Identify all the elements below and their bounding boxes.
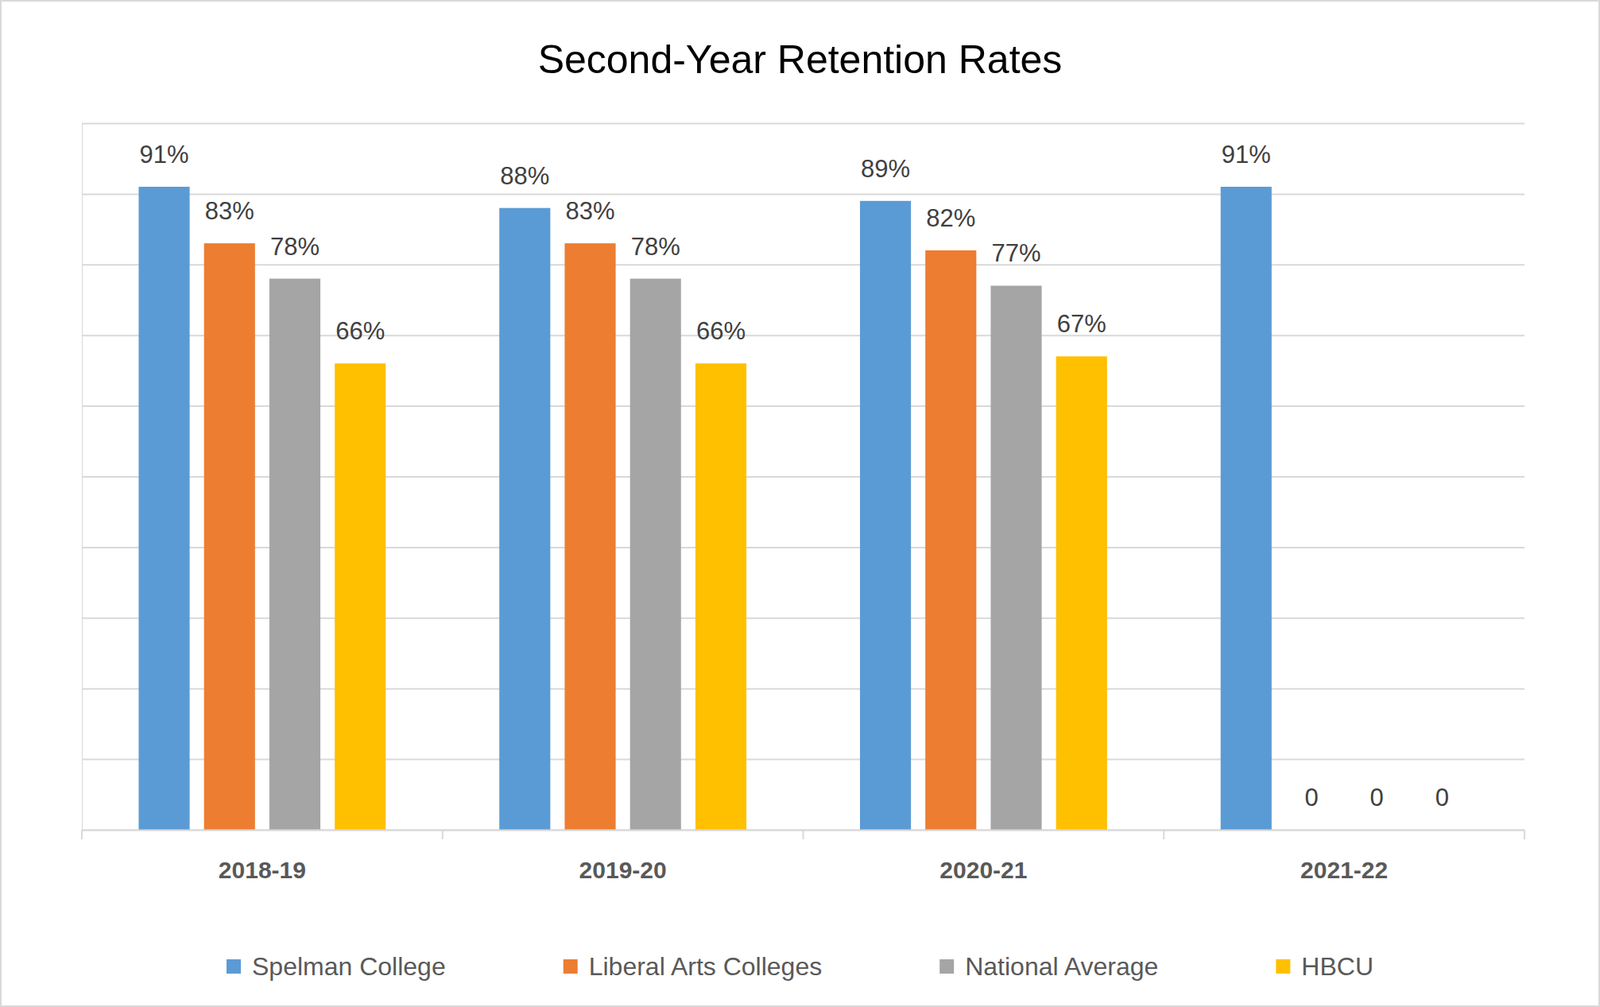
data-label: 83% (565, 197, 615, 225)
chart-border (0, 0, 1600, 1007)
y-tick (81, 123, 1525, 124)
data-label: 0 (1435, 783, 1449, 812)
grid-line (81, 123, 1525, 125)
data-label: 0 (1304, 783, 1318, 812)
bar (499, 208, 551, 830)
data-label: 82% (925, 204, 976, 233)
x-tick: 2018-19 (218, 856, 307, 884)
legend-label: Spelman College (251, 952, 446, 981)
x-tick-label: 2020-21 (939, 856, 1027, 884)
data-label: 77% (991, 239, 1041, 268)
bar (204, 243, 256, 830)
plot-area: 2018-192019-202020-212021-2291%88%89%91%… (81, 123, 1526, 884)
data-label: 78% (270, 232, 320, 261)
data-label: 91% (1221, 140, 1271, 169)
chart: Second-Year Retention Rates 2018-19 2019-2… (0, 0, 1600, 1007)
y-axis-line (82, 123, 1526, 831)
chart-title: Second-Year Retention Rates (538, 37, 1063, 82)
data-label: 88% (499, 162, 550, 190)
category-separator (81, 829, 83, 840)
legend-label: HBCU (1301, 952, 1374, 981)
category-separator (1523, 829, 1526, 840)
bar-series (204, 243, 977, 830)
data-label: 78% (631, 232, 681, 261)
data-label: 66% (335, 317, 385, 345)
bar (1220, 186, 1272, 830)
bar (564, 243, 616, 830)
bar (334, 363, 386, 830)
legend-item: HBCU (1275, 952, 1374, 981)
bar (925, 250, 977, 830)
legend-label: Liberal Arts Colleges (588, 952, 822, 981)
x-tick-label: 2021-22 (1300, 856, 1388, 884)
grid-line (81, 193, 1525, 195)
data-label: 66% (696, 317, 746, 345)
category-separator (802, 829, 805, 840)
y-axis (81, 123, 1525, 831)
y-tick (81, 193, 1525, 195)
bar (990, 285, 1042, 830)
legend-swatch (939, 959, 954, 974)
grid-line (81, 263, 1525, 266)
category-separator (441, 829, 444, 840)
category-separator (1162, 829, 1165, 840)
legend-item: Liberal Arts Colleges (563, 952, 822, 981)
bar (138, 186, 190, 830)
bar (630, 278, 682, 830)
legend-item: National Average (939, 952, 1159, 981)
data-label: 89% (860, 154, 911, 183)
data-label: 67% (1057, 309, 1107, 338)
data-label: 91% (139, 140, 190, 169)
x-tick: 2019-20 (579, 856, 667, 884)
bar (695, 363, 747, 830)
bar (269, 278, 321, 830)
x-tick: 2021-22 (1300, 856, 1388, 884)
bars (138, 186, 1271, 830)
x-tick-label: 2019-20 (579, 856, 667, 884)
data-label: 83% (205, 197, 255, 225)
legend-item: Spelman College (226, 952, 446, 981)
x-axis: 2018-19 2019-20 2020-21 2021-22 (81, 829, 1526, 884)
data-label: 0 (1370, 783, 1384, 812)
legend-swatch (1275, 959, 1291, 974)
legend: Spelman College Liberal Arts Colleges Nati… (226, 952, 1374, 981)
bar (860, 201, 911, 830)
y-tick (81, 264, 1525, 266)
legend-label: National Average (964, 952, 1159, 981)
bar (1056, 356, 1108, 830)
legend-swatch (563, 959, 578, 974)
legend-swatch (226, 959, 241, 974)
x-tick: 2020-21 (939, 856, 1027, 884)
data-labels: 91% 88% 89% 91% 83% 83% 82% 0 78% 78% 77% 0 66% 66% 67… (139, 140, 1450, 812)
bar-series (269, 278, 1043, 830)
bar-series (138, 186, 1271, 830)
x-tick-label: 2018-19 (218, 856, 307, 884)
bar-series (334, 356, 1108, 830)
